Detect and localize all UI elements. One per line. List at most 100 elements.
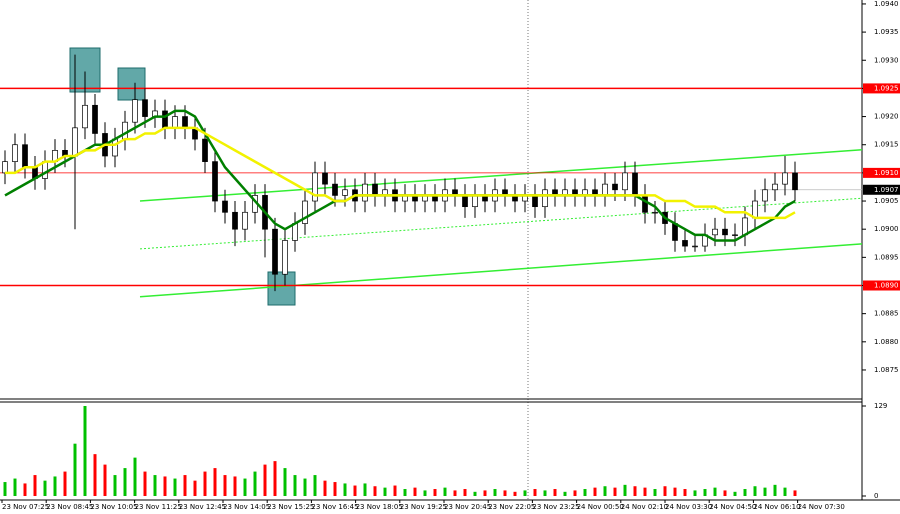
candle-body — [222, 200, 228, 213]
candle-body — [362, 183, 368, 202]
trend-line — [139, 149, 863, 202]
candle-body — [542, 189, 548, 208]
candle-body — [632, 172, 638, 196]
candle-body — [672, 223, 678, 241]
candle-body — [682, 240, 688, 247]
x-tick-label: 23 Nov 19:25 — [400, 503, 447, 511]
candle-body — [762, 189, 768, 202]
level-label: 1.0890 — [874, 282, 899, 290]
x-tick-label: 23 Nov 23:25 — [532, 503, 579, 511]
candle-body — [792, 172, 798, 191]
x-tick-label: 23 Nov 10:05 — [90, 503, 137, 511]
candle-body — [132, 99, 138, 123]
candle-body — [162, 110, 168, 129]
y-tick-label: 1.0900 — [874, 225, 899, 233]
candle-body — [642, 195, 648, 213]
y-tick-label: 1.0935 — [874, 28, 899, 36]
level-label: 1.0925 — [874, 84, 899, 92]
candle-body — [712, 228, 718, 236]
candle-body — [282, 240, 288, 275]
candle-body — [242, 211, 248, 230]
candle-body — [342, 189, 348, 196]
candle-body — [22, 144, 28, 168]
candle-body — [182, 116, 188, 129]
x-tick-label: 23 Nov 14:05 — [223, 503, 270, 511]
candle-body — [72, 127, 78, 157]
y-tick-label: 1.0940 — [874, 0, 899, 8]
candle-body — [602, 183, 608, 196]
candle-body — [172, 116, 178, 129]
x-tick-label: 23 Nov 08:45 — [46, 503, 93, 511]
candle-body — [112, 138, 118, 157]
candle-body — [532, 195, 538, 208]
x-tick-label: 23 Nov 11:25 — [135, 503, 182, 511]
x-tick-label: 23 Nov 15:25 — [267, 503, 314, 511]
level-label-box — [863, 83, 900, 94]
candle-body — [302, 200, 308, 224]
highlight-box — [267, 271, 296, 306]
candle-body — [332, 183, 338, 196]
candle-body — [732, 234, 738, 236]
current-price-box — [863, 184, 900, 195]
candle-body — [722, 228, 728, 236]
trend-line — [139, 197, 863, 250]
x-tick-label: 23 Nov 16:45 — [311, 503, 358, 511]
candle-body — [312, 172, 318, 202]
candle-body — [372, 183, 378, 196]
x-tick-label: 24 Nov 03:30 — [665, 503, 712, 511]
y-tick-label: 1.0875 — [874, 366, 899, 374]
y-tick-label: 1.0885 — [874, 310, 899, 318]
candle-body — [322, 172, 328, 185]
current-price-label: 1.0907 — [874, 186, 899, 194]
candle-body — [202, 138, 208, 162]
trend-line — [139, 243, 863, 298]
x-tick-label: 23 Nov 12:45 — [179, 503, 226, 511]
level-label-box — [863, 167, 900, 178]
highlight-box — [117, 67, 146, 101]
x-tick-label: 23 Nov 22:05 — [488, 503, 535, 511]
y-tick-label: 1.0905 — [874, 197, 899, 205]
x-tick-label: 23 Nov 18:05 — [356, 503, 403, 511]
candle-body — [12, 144, 18, 162]
candle-body — [752, 200, 758, 219]
candle-body — [122, 121, 128, 140]
y-tick-label: 1.0880 — [874, 338, 899, 346]
x-tick-label: 24 Nov 00:50 — [577, 503, 624, 511]
x-tick-label: 23 Nov 07:25 — [2, 503, 49, 511]
x-tick-label: 24 Nov 06:10 — [753, 503, 800, 511]
candle-body — [462, 195, 468, 208]
x-tick-label: 24 Nov 04:50 — [709, 503, 756, 511]
candle-body — [212, 161, 218, 202]
candle-body — [92, 104, 98, 134]
y-tick-label: 1.0915 — [874, 141, 899, 149]
x-tick-label: 24 Nov 07:30 — [798, 503, 845, 511]
candle-body — [772, 183, 778, 191]
candle-body — [652, 211, 658, 214]
candle-body — [272, 228, 278, 275]
candle-body — [232, 211, 238, 230]
y-tick-label: 1.0920 — [874, 113, 899, 121]
level-label-box — [863, 280, 900, 291]
x-tick-label: 24 Nov 02:10 — [621, 503, 668, 511]
y-tick-label: 1.0895 — [874, 253, 899, 261]
candle-body — [782, 172, 788, 185]
candle-body — [82, 104, 88, 129]
candle-body — [292, 223, 298, 241]
candle-body — [2, 161, 8, 174]
candle-body — [142, 99, 148, 117]
y-tick-label: 1.0930 — [874, 56, 899, 64]
candle-body — [622, 172, 628, 191]
x-tick-label: 23 Nov 20:45 — [444, 503, 491, 511]
candle-body — [692, 245, 698, 248]
volume-tick-label: 0 — [874, 492, 878, 500]
candle-body — [742, 217, 748, 236]
candle-body — [612, 183, 618, 191]
moving-average — [5, 126, 796, 220]
volume-tick-label: 129 — [874, 402, 887, 410]
candle-body — [42, 161, 48, 179]
level-label: 1.0910 — [874, 169, 899, 177]
candle-body — [472, 195, 478, 208]
